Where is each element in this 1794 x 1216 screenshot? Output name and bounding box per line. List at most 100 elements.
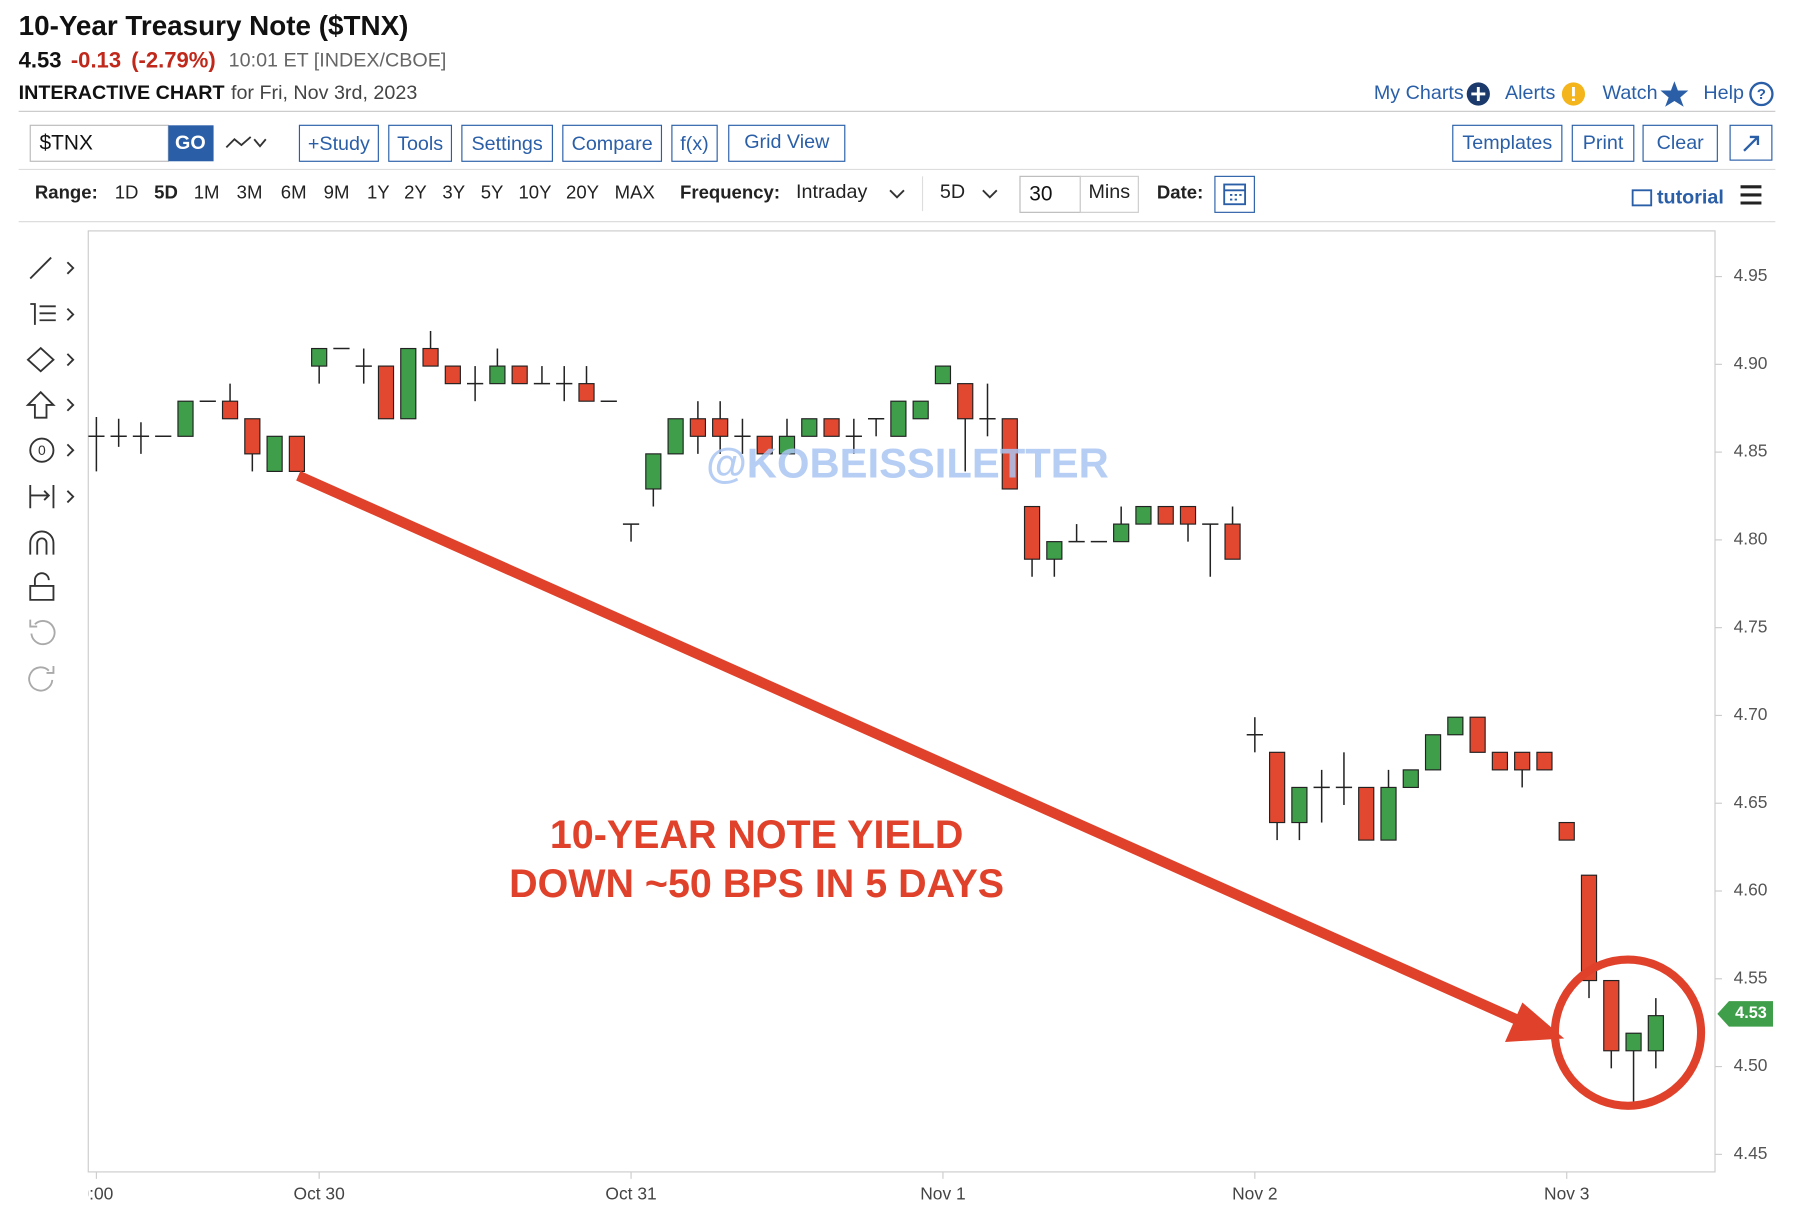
- button[interactable]: [1452, 124, 1563, 162]
- range-option[interactable]: 6M: [281, 182, 307, 203]
- button[interactable]: [298, 124, 379, 162]
- tool[interactable]: [29, 256, 75, 280]
- candle-body: [177, 400, 194, 437]
- tool[interactable]: [30, 303, 75, 325]
- range-option[interactable]: 5Y: [481, 182, 504, 203]
- range-option[interactable]: 1D: [115, 182, 139, 203]
- y-tick-label: 4.80: [1734, 528, 1768, 548]
- candle-body: [890, 400, 907, 437]
- last-price-label: 4.53: [1735, 1004, 1767, 1022]
- candle-body: [311, 347, 328, 367]
- range-option[interactable]: 1Y: [367, 182, 390, 203]
- button-label: +Study: [308, 133, 370, 155]
- tool[interactable]: [28, 666, 55, 692]
- tool[interactable]: [29, 572, 55, 601]
- candle-body: [1157, 505, 1174, 525]
- go-button[interactable]: [168, 125, 214, 162]
- candle-body: [778, 435, 796, 455]
- candle-body: [1268, 751, 1286, 824]
- chart-type[interactable]: [225, 136, 267, 149]
- interval: 30: [1029, 182, 1052, 205]
- last-price-tag: [1717, 1001, 1774, 1027]
- tutorial[interactable]: tutorial: [1657, 187, 1724, 209]
- x-tick-label: Nov 2: [1232, 1184, 1277, 1204]
- buttons: +Study Tools Settings Compare f(x) Grid View T…: [298, 124, 1718, 162]
- tool[interactable]: [25, 390, 75, 419]
- button-label: Clear: [1657, 132, 1705, 154]
- icon: [1471, 87, 1486, 101]
- menu[interactable]: [1740, 185, 1762, 205]
- tool[interactable]: [29, 437, 55, 463]
- link[interactable]: Alerts: [1505, 82, 1556, 104]
- range-option[interactable]: MAX: [615, 182, 655, 203]
- button-label: Compare: [572, 133, 653, 155]
- chart-date: for Fri, Nov 3rd, 2023: [231, 82, 417, 104]
- range-option[interactable]: 3Y: [442, 182, 465, 203]
- y-tick-label: 4.45: [1734, 1143, 1768, 1163]
- candle-body: [645, 453, 662, 490]
- button[interactable]: [671, 124, 718, 162]
- y-tick-label: 4.70: [1734, 704, 1768, 724]
- tool: [66, 443, 75, 457]
- range-option[interactable]: 1M: [194, 182, 220, 203]
- range-option[interactable]: 10Y: [518, 182, 551, 203]
- chart-label: INTERACTIVE CHART: [19, 82, 225, 104]
- candle-body: [288, 435, 306, 472]
- candle-body: [400, 347, 417, 420]
- symbol-input[interactable]: [29, 124, 169, 162]
- button[interactable]: [1642, 124, 1718, 162]
- change-pct: (-2.79%): [131, 47, 215, 72]
- candle-body: [1358, 786, 1375, 841]
- drawing-tools: 0: [25, 256, 75, 692]
- x-tick-label: Nov 1: [920, 1184, 965, 1204]
- tool[interactable]: [29, 485, 75, 509]
- candle-body: [1647, 1015, 1664, 1052]
- interval-input[interactable]: [1019, 175, 1081, 213]
- tool[interactable]: [29, 530, 55, 555]
- button[interactable]: [728, 124, 846, 162]
- range-option[interactable]: 2Y: [404, 182, 427, 203]
- title: 10-Year Treasury Note ($TNX): [19, 10, 409, 41]
- candle-body: [1625, 1032, 1642, 1052]
- candle-body: [244, 418, 261, 455]
- date-label: Date:: [1157, 182, 1203, 203]
- frequency-label: Frequency:: [680, 182, 780, 203]
- x-tick-label: Oct 31: [605, 1184, 656, 1204]
- candle-body: [823, 418, 840, 437]
- range-option[interactable]: 9M: [324, 182, 350, 203]
- link[interactable]: My Charts: [1374, 82, 1464, 104]
- range-option[interactable]: 20Y: [566, 182, 599, 203]
- watermark: @KOBEISSILETTER: [706, 439, 1109, 486]
- x-tick-label: 0:00: [79, 1184, 113, 1204]
- candle-body: [1469, 716, 1486, 753]
- ranges: 1D 5D 1M 3M 6M 9M 1Y 2Y 3Y 5Y 10Y 20Y MAX: [115, 182, 655, 203]
- candle-body: [1291, 786, 1308, 824]
- candle-body: [221, 400, 239, 420]
- button[interactable]: [388, 124, 453, 162]
- candle-body: [1113, 523, 1130, 543]
- button-label: Print: [1583, 132, 1624, 154]
- frequency[interactable]: Intraday: [796, 181, 867, 203]
- range-option[interactable]: 5D: [154, 182, 178, 203]
- plot-frame: [87, 230, 1716, 1173]
- candle-body: [1536, 751, 1553, 771]
- candle-body: [756, 435, 773, 455]
- period[interactable]: 5D: [940, 181, 965, 203]
- link[interactable]: Help: [1703, 82, 1744, 104]
- range-label: Range:: [35, 182, 98, 203]
- button[interactable]: [1571, 124, 1635, 162]
- tool[interactable]: [29, 619, 56, 646]
- interval-unit: Mins: [1088, 181, 1130, 203]
- candle-body: [934, 365, 952, 385]
- candle-body: [377, 365, 395, 420]
- button-label: Grid View: [744, 131, 830, 153]
- chevron: [982, 189, 998, 199]
- button[interactable]: [562, 124, 663, 162]
- y-tick-label: 4.75: [1734, 616, 1768, 636]
- range-option[interactable]: 3M: [237, 182, 263, 203]
- link[interactable]: Watch: [1602, 82, 1657, 104]
- button[interactable]: [461, 124, 553, 162]
- tool[interactable]: [26, 346, 75, 373]
